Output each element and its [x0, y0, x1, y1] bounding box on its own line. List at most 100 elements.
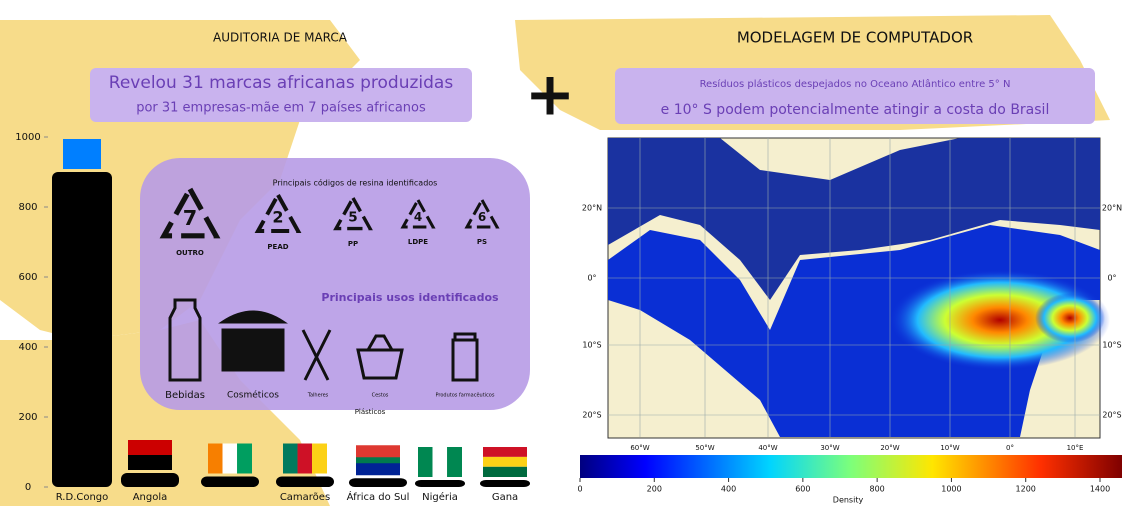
recycle-icon: [333, 194, 373, 231]
lon-label: 60°W: [630, 444, 649, 452]
flag: [356, 445, 400, 461]
use-icon: [168, 298, 202, 382]
use-icon: [356, 334, 404, 380]
lat-label: 10°S: [1102, 341, 1121, 350]
flag: [483, 456, 527, 467]
colorbar: [580, 455, 1122, 478]
flag: [237, 443, 252, 474]
bar: [415, 480, 465, 487]
bar: [121, 473, 179, 487]
flag: [483, 447, 527, 457]
resin-number: 2: [272, 208, 283, 227]
headline-box: [615, 68, 1095, 124]
left-title: AUDITORIA DE MARCA: [213, 31, 348, 45]
colorbar-tick-label: 1000: [941, 485, 961, 494]
lat-label: 20°N: [582, 204, 602, 213]
colorbar-tick-label: 600: [795, 485, 810, 494]
flag: [312, 443, 327, 474]
flag: [356, 460, 400, 476]
resin-number: 4: [414, 210, 422, 224]
resin-label: PP: [348, 240, 358, 248]
use-label: Bebidas: [165, 390, 205, 401]
use-icon: [301, 329, 332, 381]
flag: [356, 457, 400, 464]
use-icon: [451, 332, 479, 382]
lat-label: 20°S: [582, 411, 601, 420]
use-label: Cestos: [372, 393, 389, 399]
flag: [297, 443, 313, 474]
lon-label: 10°W: [940, 444, 959, 452]
use-label: Produtos farmacêuticos: [436, 392, 495, 399]
y-tick-label: 400: [18, 342, 37, 353]
y-tick-label: 200: [18, 412, 37, 423]
bar: [349, 478, 407, 487]
flag: [63, 139, 101, 169]
flag: [128, 440, 172, 455]
lon-label: 20°W: [880, 444, 899, 452]
flag: [208, 443, 223, 474]
lon-label: 40°W: [758, 444, 777, 452]
lat-label: 20°S: [1102, 411, 1121, 420]
bar: [52, 172, 112, 487]
colorbar-tick-label: 400: [721, 485, 736, 494]
y-tick-label: 800: [18, 202, 37, 213]
flag: [222, 443, 238, 474]
uses-title: Principais usos identificados: [321, 291, 499, 304]
resin-label: OUTRO: [176, 249, 204, 257]
right-title: MODELAGEM DE COMPUTADOR: [737, 29, 973, 47]
colorbar-tick-label: 200: [647, 485, 662, 494]
recycle-icon: [400, 196, 436, 229]
bar: [276, 476, 334, 487]
headline: por 31 empresas-mãe em 7 países africano…: [136, 101, 426, 116]
colorbar-tick-label: 800: [870, 485, 885, 494]
y-tick-label: 0: [25, 482, 31, 493]
use-label: Cosméticos: [227, 390, 279, 401]
lon-label: 30°W: [820, 444, 839, 452]
lat-label: 0°: [1107, 274, 1116, 283]
ocean-north: [608, 138, 1100, 300]
resin-number: 6: [478, 210, 486, 224]
lon-label: 50°W: [695, 444, 714, 452]
colorbar-tick-label: 0: [577, 485, 582, 494]
y-tick-label: 600: [18, 272, 37, 283]
x-tick-label: Angola: [133, 492, 168, 503]
recycle-icon: [464, 196, 500, 229]
lat-label: 20°N: [1102, 204, 1122, 213]
resin-label: LDPE: [408, 238, 428, 246]
headline-box: [90, 68, 472, 122]
use-label: Talheres: [307, 393, 329, 399]
headline: e 10° S podem potencialmente atingir a c…: [661, 102, 1050, 118]
resin-number: 5: [348, 210, 357, 226]
x-tick-label: R.D.Congo: [56, 492, 109, 503]
flag: [483, 466, 527, 477]
x-tick-label: África do Sul: [347, 490, 410, 503]
x-tick-label: Gana: [492, 492, 518, 503]
bar: [201, 476, 259, 487]
colorbar-tick-label: 1400: [1090, 485, 1110, 494]
headline: Revelou 31 marcas africanas produzidas: [109, 73, 454, 93]
y-tick-label: 1000: [15, 132, 40, 143]
colorbar-tick-label: 1200: [1016, 485, 1036, 494]
flag: [418, 447, 433, 477]
flag: [447, 447, 462, 477]
flag: [283, 443, 298, 474]
flag: [432, 447, 448, 477]
resin-number: 7: [183, 206, 197, 230]
colorbar-label: Density: [833, 496, 864, 505]
recycle-icon: [254, 190, 302, 233]
uses-footer: Plásticos: [355, 408, 386, 416]
heat-area: [1035, 293, 1105, 343]
lon-label: 10°E: [1067, 444, 1084, 452]
lat-label: 0°: [587, 274, 596, 283]
lat-label: 10°S: [582, 341, 601, 350]
headline: Resíduos plásticos despejados no Oceano …: [700, 78, 1011, 90]
x-tick-label: Camarões: [280, 492, 330, 503]
resin-label: PEAD: [267, 243, 288, 251]
lon-label: 0°: [1006, 444, 1014, 452]
bar: [480, 480, 530, 487]
x-tick-label: Nigéria: [422, 491, 458, 503]
codes-title: Principais códigos de resina identificad…: [273, 178, 438, 188]
resin-label: PS: [477, 238, 487, 246]
recycle-icon: [159, 183, 221, 239]
